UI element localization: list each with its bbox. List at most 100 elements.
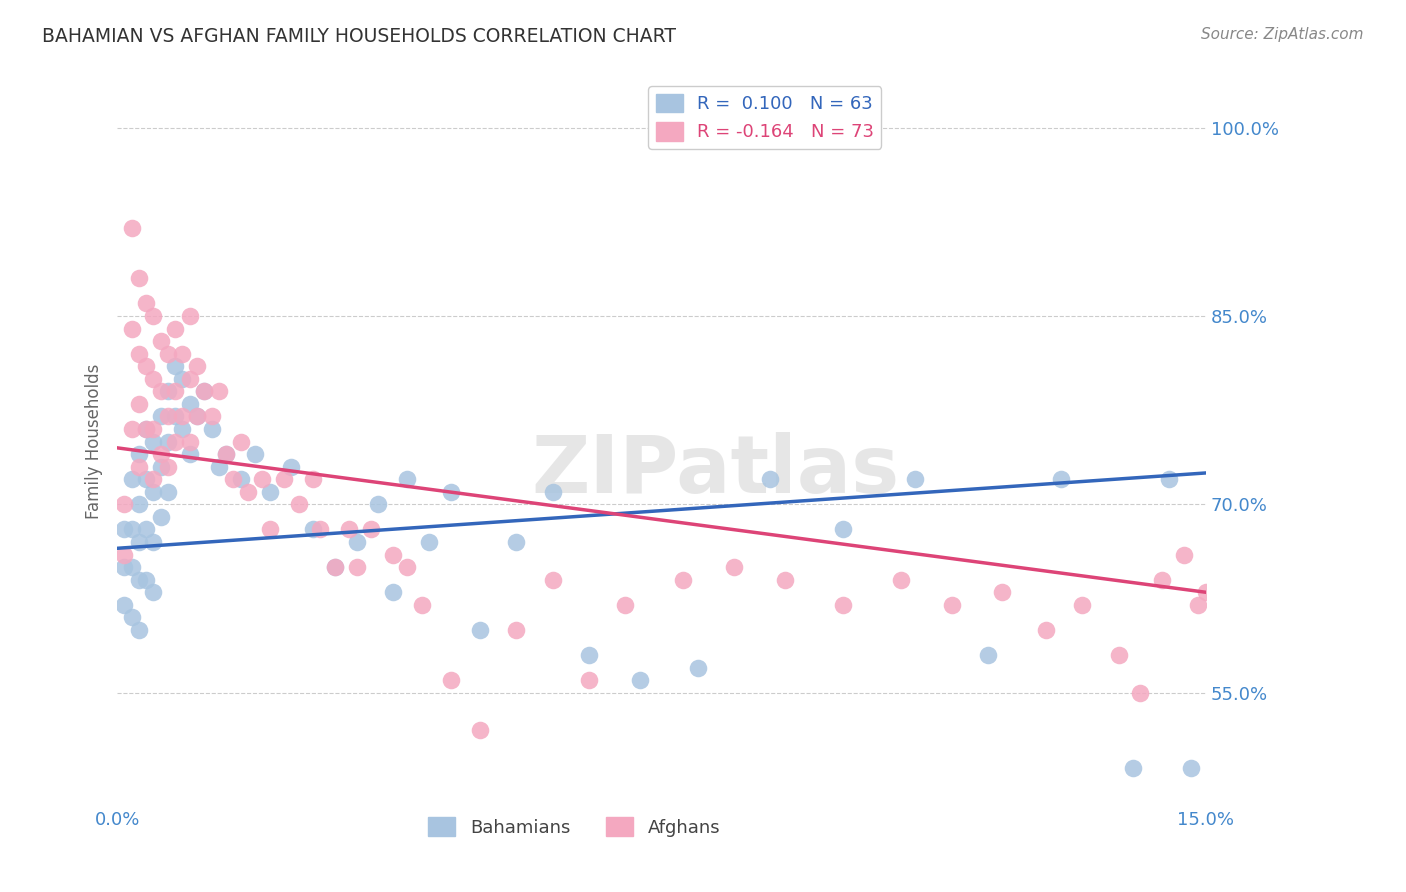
Point xyxy=(302,472,325,486)
Point xyxy=(172,346,194,360)
Point xyxy=(135,296,157,310)
Point xyxy=(114,497,136,511)
Point xyxy=(1159,472,1181,486)
Point xyxy=(346,560,368,574)
Point xyxy=(121,523,143,537)
Point xyxy=(149,334,172,348)
Point xyxy=(156,346,179,360)
Point xyxy=(142,434,165,449)
Point xyxy=(114,523,136,537)
Point xyxy=(165,384,187,399)
Legend: Bahamians, Afghans: Bahamians, Afghans xyxy=(420,810,728,844)
Point xyxy=(135,422,157,436)
Point xyxy=(200,422,222,436)
Point xyxy=(128,573,150,587)
Point xyxy=(1071,598,1094,612)
Point xyxy=(505,535,527,549)
Point xyxy=(1129,686,1152,700)
Point xyxy=(135,523,157,537)
Point xyxy=(418,535,440,549)
Point xyxy=(128,459,150,474)
Point xyxy=(505,623,527,637)
Point xyxy=(135,472,157,486)
Point xyxy=(287,497,309,511)
Point xyxy=(273,472,295,486)
Point xyxy=(302,523,325,537)
Point xyxy=(179,447,201,461)
Point xyxy=(1187,598,1209,612)
Point xyxy=(179,372,201,386)
Point xyxy=(381,548,404,562)
Point xyxy=(759,472,782,486)
Text: BAHAMIAN VS AFGHAN FAMILY HOUSEHOLDS CORRELATION CHART: BAHAMIAN VS AFGHAN FAMILY HOUSEHOLDS COR… xyxy=(42,27,676,45)
Point xyxy=(179,434,201,449)
Point xyxy=(252,472,274,486)
Point xyxy=(149,509,172,524)
Point xyxy=(215,447,238,461)
Point xyxy=(773,573,796,587)
Point xyxy=(165,359,187,374)
Point xyxy=(208,459,231,474)
Point xyxy=(339,523,361,537)
Point xyxy=(142,484,165,499)
Point xyxy=(172,372,194,386)
Point xyxy=(135,573,157,587)
Point xyxy=(236,484,259,499)
Point xyxy=(142,535,165,549)
Point xyxy=(186,409,208,424)
Point xyxy=(1180,761,1202,775)
Point xyxy=(468,723,491,738)
Point xyxy=(121,560,143,574)
Point xyxy=(128,447,150,461)
Point xyxy=(114,548,136,562)
Point xyxy=(723,560,745,574)
Point xyxy=(1195,585,1218,599)
Point xyxy=(541,573,564,587)
Point xyxy=(121,472,143,486)
Point xyxy=(128,346,150,360)
Point xyxy=(831,598,853,612)
Point xyxy=(172,409,194,424)
Point xyxy=(243,447,266,461)
Point xyxy=(411,598,433,612)
Point xyxy=(121,422,143,436)
Point xyxy=(179,397,201,411)
Point xyxy=(128,271,150,285)
Point xyxy=(142,585,165,599)
Point xyxy=(831,523,853,537)
Point xyxy=(149,384,172,399)
Point xyxy=(323,560,346,574)
Point xyxy=(156,384,179,399)
Point xyxy=(186,409,208,424)
Point xyxy=(165,434,187,449)
Point xyxy=(628,673,651,687)
Point xyxy=(128,497,150,511)
Point xyxy=(367,497,389,511)
Point xyxy=(156,484,179,499)
Point xyxy=(114,598,136,612)
Point xyxy=(142,472,165,486)
Point xyxy=(149,409,172,424)
Point xyxy=(1049,472,1071,486)
Point xyxy=(165,321,187,335)
Point xyxy=(121,221,143,235)
Point xyxy=(280,459,302,474)
Point xyxy=(614,598,637,612)
Point xyxy=(977,648,1000,662)
Point xyxy=(381,585,404,599)
Point xyxy=(309,523,332,537)
Point xyxy=(440,673,463,687)
Point xyxy=(156,409,179,424)
Point xyxy=(156,434,179,449)
Point xyxy=(179,309,201,323)
Point xyxy=(142,372,165,386)
Point xyxy=(686,660,709,674)
Point xyxy=(142,422,165,436)
Point xyxy=(1152,573,1174,587)
Point xyxy=(890,573,912,587)
Point xyxy=(121,610,143,624)
Point xyxy=(941,598,963,612)
Point xyxy=(904,472,927,486)
Point xyxy=(440,484,463,499)
Point xyxy=(142,309,165,323)
